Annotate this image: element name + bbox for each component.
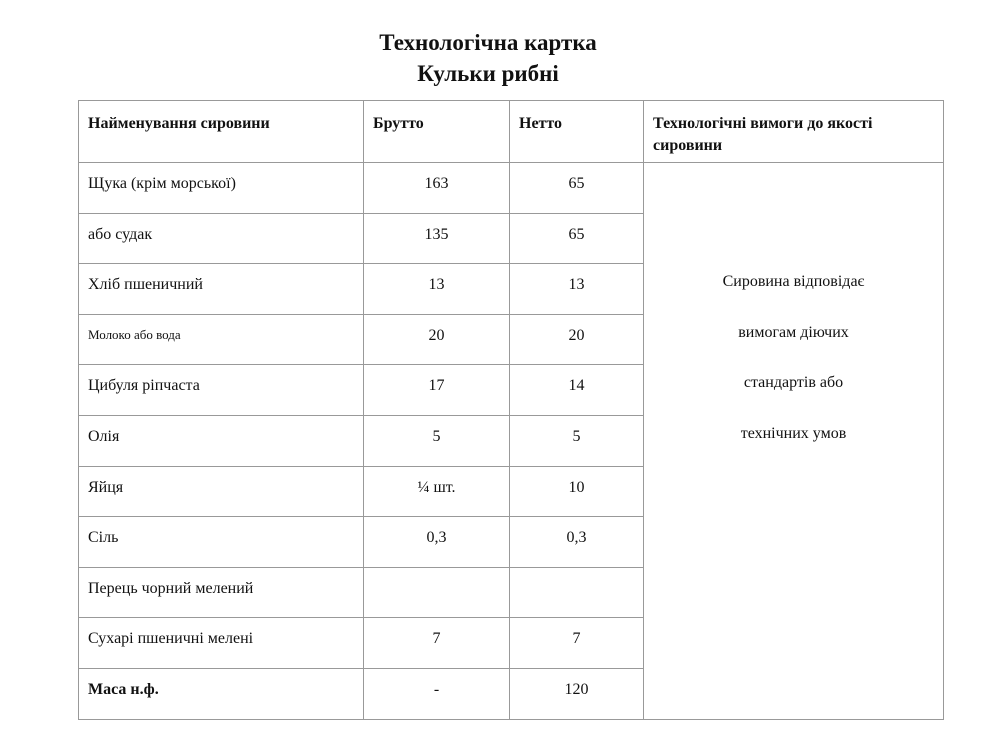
table-row: Хліб пшеничний 13 13	[78, 263, 944, 315]
cell: або судак	[78, 212, 364, 265]
cell: Щука (крім морської)	[78, 162, 364, 214]
column-header: Нетто	[509, 100, 644, 163]
requirement-line: технічних умов	[740, 424, 847, 442]
cell: Сухарі пшеничні мелені	[78, 617, 364, 669]
table-row: Цибуля ріпчаста 17 14	[78, 364, 944, 416]
cell: Хліб пшеничний	[78, 263, 364, 315]
column-header: Технологічні вимоги до якості сировини	[643, 100, 944, 163]
cell: 0,3	[509, 516, 644, 568]
table-row: Щука (крім морської) 163 65 Сировина відпов…	[78, 162, 944, 720]
cell: 14	[509, 364, 644, 416]
table-row: Перець чорний мелений	[78, 566, 944, 619]
cell: Яйця	[78, 465, 364, 518]
cell: 10	[509, 465, 644, 518]
cell: 135	[363, 212, 510, 265]
cell: Перець чорний мелений	[78, 566, 364, 619]
requirements-cell: Сировина відповідає вимогам діючих стандар…	[643, 162, 944, 720]
column-header: Брутто	[363, 100, 510, 163]
cell: 7	[509, 617, 644, 669]
requirement-line: вимогам діючих	[738, 323, 849, 341]
table-row: Яйця ¼ шт. 10	[78, 465, 944, 518]
column-header: Найменування сировини	[78, 100, 364, 163]
table-row: або судак 135 65	[78, 212, 944, 265]
requirement-line: стандартів або	[743, 374, 844, 392]
title: Технологічна картка	[379, 30, 597, 55]
cell: Цибуля ріпчаста	[78, 364, 364, 416]
subtitle: Кульки рибні	[417, 61, 559, 86]
cell: 5	[509, 414, 644, 467]
cell: 20	[509, 313, 644, 366]
cell: 0,3	[363, 516, 510, 568]
empty-cell	[509, 566, 644, 619]
table-row: Сухарі пшеничні мелені 7 7	[78, 617, 944, 669]
cell: ¼ шт.	[363, 465, 510, 518]
cell: 65	[509, 162, 644, 214]
cell: -	[363, 667, 510, 720]
empty-cell	[363, 566, 510, 619]
cell: 17	[363, 364, 510, 416]
tech-table: Найменування сировини Брутто Нетто Технолог…	[78, 100, 944, 720]
cell: Молоко або вода	[78, 313, 364, 366]
cell: 20	[363, 313, 510, 366]
cell: Олія	[78, 414, 364, 467]
cell: 5	[363, 414, 510, 467]
cell: 13	[509, 263, 644, 315]
requirement-line: Сировина відповідає	[722, 273, 865, 290]
table-row: Молоко або вода 20 20	[78, 313, 944, 366]
cell: 120	[509, 667, 644, 720]
header-row: Найменування сировини Брутто Нетто Технолог…	[78, 100, 944, 163]
cell: 65	[509, 212, 644, 265]
table-row: Сіль 0,3 0,3	[78, 516, 944, 568]
cell: 13	[363, 263, 510, 315]
table-row: Маса н.ф. -120	[78, 667, 944, 720]
table-body: Щука (крім морської) 163 65 Сировина відпов…	[78, 162, 944, 720]
cell: 163	[363, 162, 510, 214]
cell: 7	[363, 617, 510, 669]
cell: Маса н.ф.	[78, 667, 364, 720]
cell: Сіль	[78, 516, 364, 568]
